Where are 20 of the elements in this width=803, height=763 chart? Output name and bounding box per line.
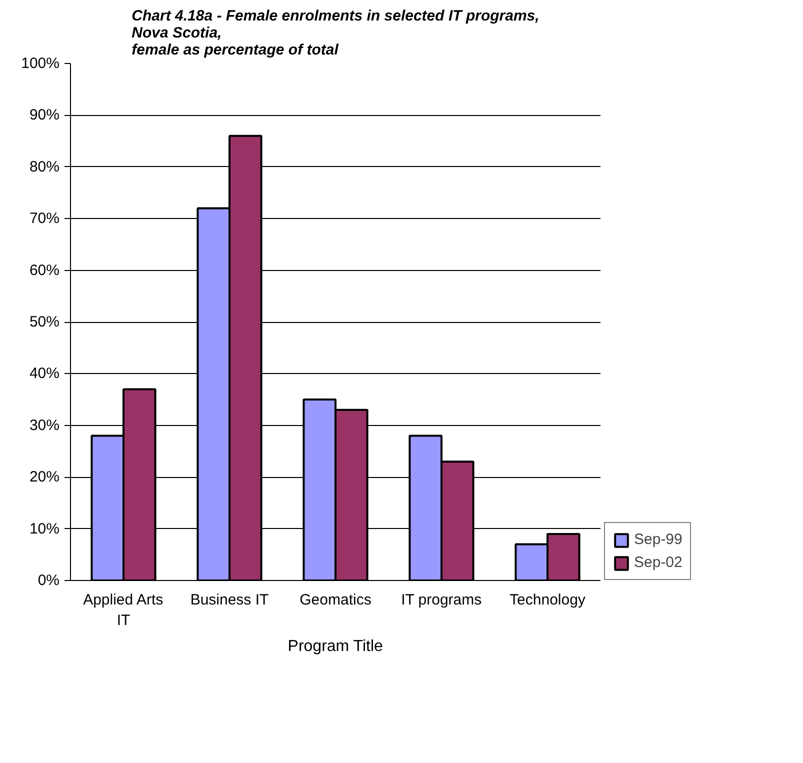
y-tick-label: 20% bbox=[29, 468, 60, 486]
x-axis-title: Program Title bbox=[288, 638, 384, 655]
x-tick-label: Geomatics bbox=[300, 592, 372, 608]
y-tick-label: 50% bbox=[29, 314, 60, 330]
y-tick-label: 10% bbox=[29, 520, 60, 538]
y-tick-label: 100% bbox=[21, 55, 60, 72]
x-tick-label: IT programs bbox=[401, 592, 482, 608]
x-tick-label: Applied Arts IT bbox=[83, 592, 164, 629]
legend-label: Sep-02 bbox=[634, 554, 682, 571]
legend-label: Sep-99 bbox=[634, 531, 682, 548]
y-tick-label: 30% bbox=[29, 416, 60, 434]
chart-title: Chart 4.18a - Female enrolments in selected IT programs, Nova Scotia, female as percentage of total bbox=[132, 8, 540, 58]
y-tick-label: 60% bbox=[29, 262, 60, 279]
x-tick-label: Technology bbox=[510, 592, 586, 608]
y-tick-label: 40% bbox=[29, 365, 60, 382]
x-tick-label: Business IT bbox=[190, 592, 269, 608]
y-tick-label: 0% bbox=[38, 572, 60, 589]
y-tick-label: 90% bbox=[29, 106, 60, 124]
y-tick-label: 70% bbox=[29, 210, 60, 228]
y-tick-label: 80% bbox=[29, 158, 60, 176]
